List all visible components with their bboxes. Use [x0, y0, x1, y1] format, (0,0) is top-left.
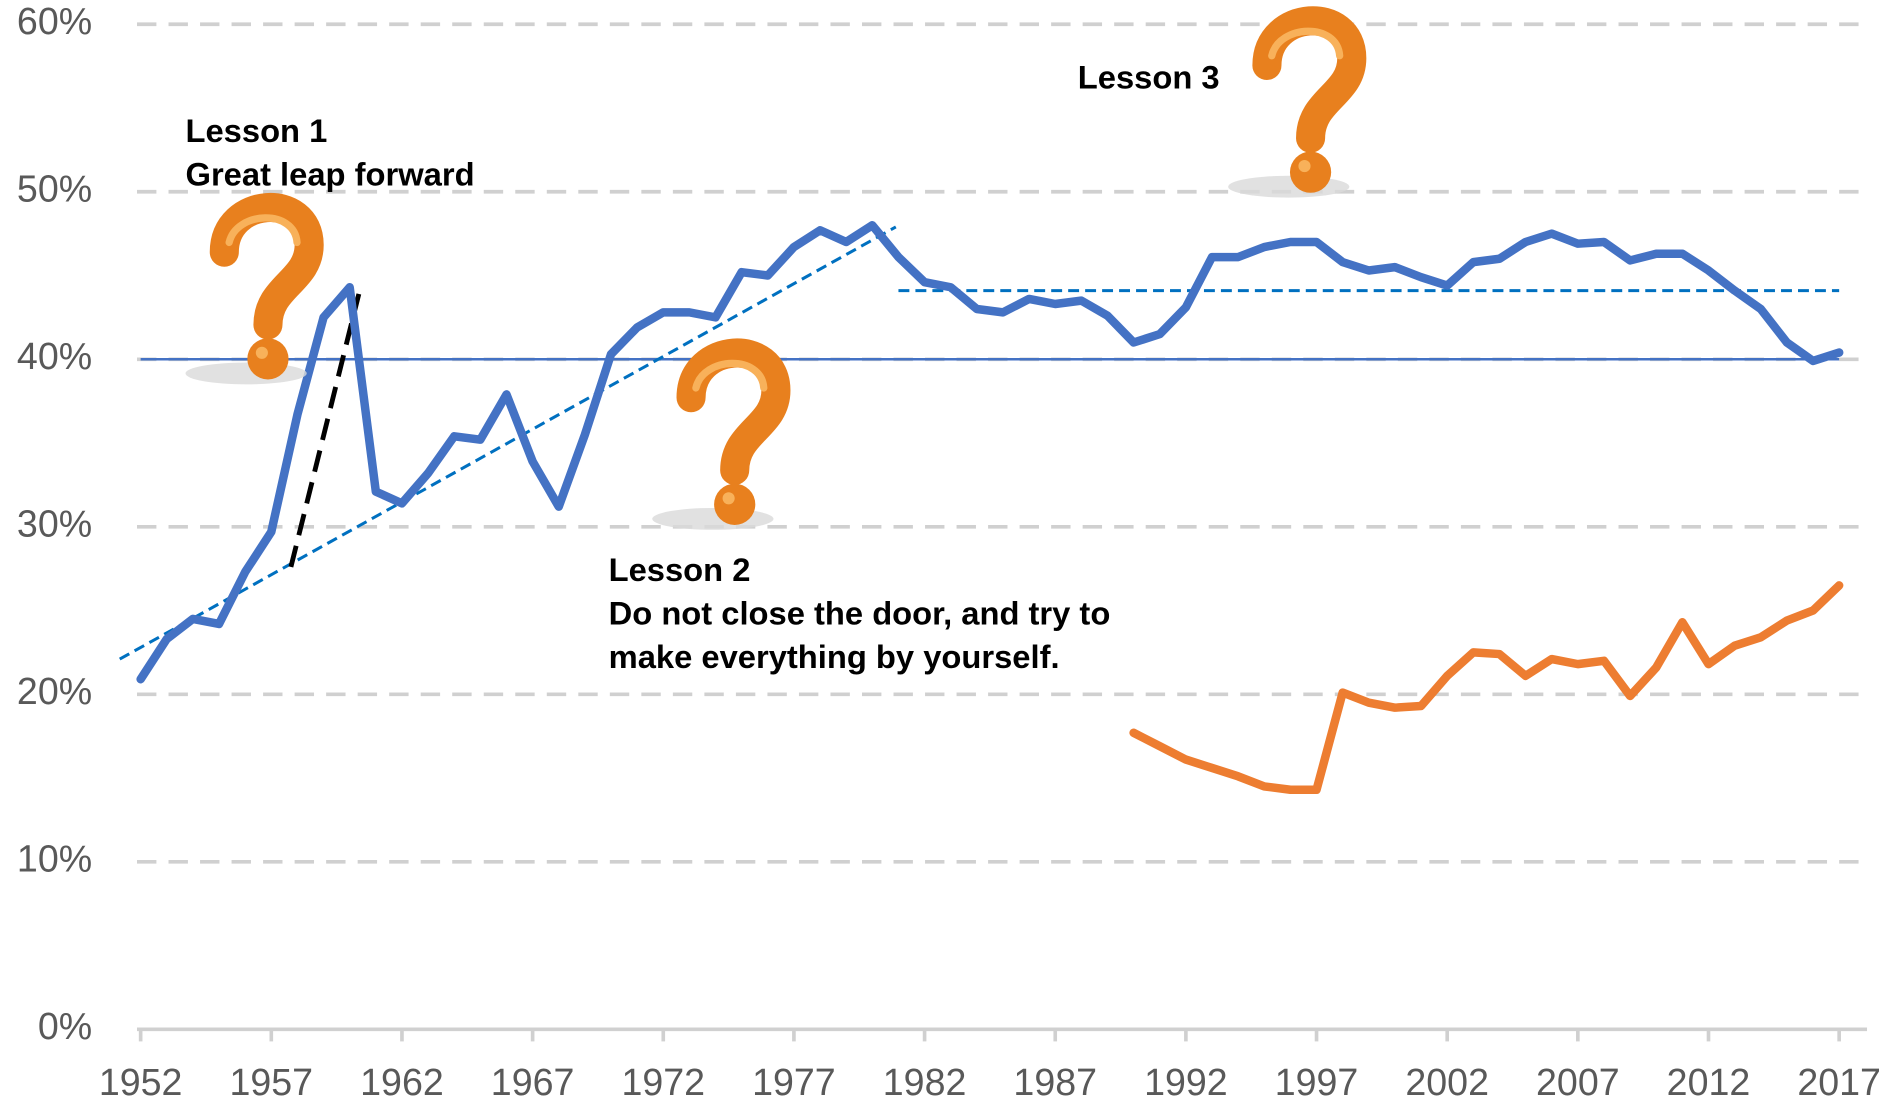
question-icon — [1228, 21, 1352, 198]
series-line — [136, 221, 1844, 684]
y-tick-label: 30% — [17, 503, 92, 545]
y-tick-label: 60% — [17, 0, 92, 42]
text-layer: 0% 10% 20% 30% 40% 50% 60% 1952 1957 1962 1967 1972… — [17, 0, 1881, 1103]
x-tick-label: 2002 — [1405, 1061, 1489, 1103]
y-tick-label: 20% — [17, 670, 92, 712]
annotation: Lesson 2 — [609, 551, 751, 588]
x-tick-label: 1952 — [99, 1061, 183, 1103]
x-tick-label: 1962 — [360, 1061, 444, 1103]
y-tick-label: 10% — [17, 838, 92, 880]
y-tick-label: 0% — [38, 1005, 92, 1047]
annotation: Great leap forward — [186, 156, 475, 193]
x-tick-label: 1957 — [229, 1061, 313, 1103]
question-icon — [652, 353, 776, 530]
annotation: make everything by yourself. — [609, 638, 1060, 675]
x-tick-label: 1977 — [752, 1061, 836, 1103]
x-tick-label: 1997 — [1275, 1061, 1359, 1103]
x-tick-label: 2012 — [1667, 1061, 1751, 1103]
y-tick-label: 40% — [17, 335, 92, 377]
x-tick-label: 1967 — [491, 1061, 575, 1103]
reference-line — [288, 293, 362, 568]
x-tick-label: 2007 — [1536, 1061, 1620, 1103]
annotation: Do not close the door, and try to — [609, 595, 1111, 632]
x-tick-label: 2017 — [1797, 1061, 1881, 1103]
y-tick-label: 50% — [17, 168, 92, 210]
x-tick-label: 1992 — [1144, 1061, 1228, 1103]
annotation: Lesson 1 — [186, 112, 328, 149]
series-line — [1129, 581, 1844, 794]
data-layer — [119, 221, 1844, 794]
x-tick-label: 1982 — [883, 1061, 967, 1103]
annotation: Lesson 3 — [1078, 59, 1220, 96]
reference-line — [119, 225, 897, 661]
x-tick-label: 1987 — [1013, 1061, 1097, 1103]
x-tick-label: 1972 — [621, 1061, 705, 1103]
